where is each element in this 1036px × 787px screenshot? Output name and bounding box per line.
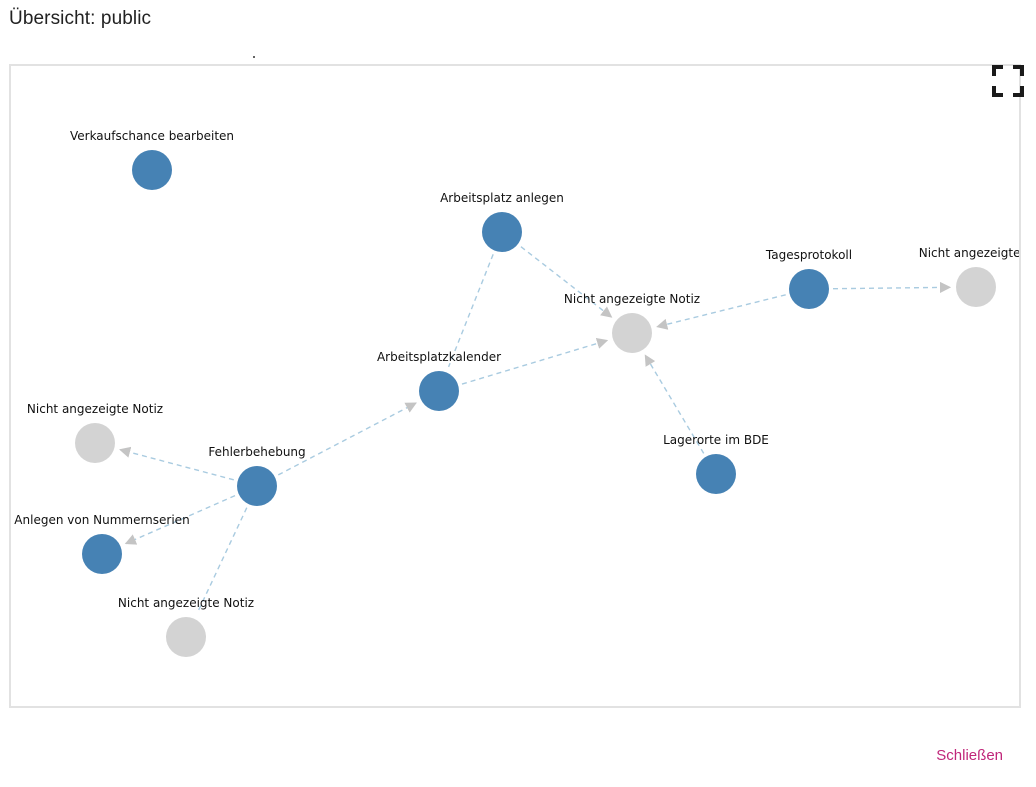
graph-node[interactable]: Nicht angezeigte Notiz (118, 596, 254, 657)
hidden-note-node-circle[interactable] (166, 617, 206, 657)
dialog-title: Übersicht: public (9, 8, 152, 29)
graph-node[interactable]: Tagesprotokoll (765, 248, 852, 309)
note-node-circle[interactable] (132, 150, 172, 190)
graph-node[interactable]: Nicht angezeigte N (919, 246, 1021, 307)
graph-node[interactable]: Arbeitsplatzkalender (377, 350, 501, 411)
graph-edge-n9-n5 (644, 354, 705, 454)
note-node-circle[interactable] (237, 466, 277, 506)
hidden-note-node-circle[interactable] (956, 267, 996, 307)
hidden-note-node-circle[interactable] (75, 423, 115, 463)
graph-edge-n8-n7 (119, 446, 234, 481)
graph-node[interactable]: Fehlerbehebung (208, 445, 306, 506)
note-node-circle[interactable] (789, 269, 829, 309)
note-node-circle[interactable] (82, 534, 122, 574)
graph-edge-n2-n5 (520, 246, 613, 318)
graph-edge-n6-n5 (461, 338, 609, 385)
note-node-circle[interactable] (482, 212, 522, 252)
graph-node[interactable]: Lagerorte im BDE (663, 433, 769, 494)
graph-node[interactable]: Anlegen von Nummernserien (14, 513, 190, 574)
graph-node-label: Nicht angezeigte Notiz (118, 596, 254, 610)
fullscreen-icon (992, 65, 1024, 97)
edges-layer (119, 246, 952, 614)
close-button[interactable]: Schließen (936, 747, 1003, 764)
hidden-note-node-circle[interactable] (612, 313, 652, 353)
note-node-circle[interactable] (696, 454, 736, 494)
note-node-circle[interactable] (419, 371, 459, 411)
graph-node[interactable]: Nicht angezeigte Notiz (564, 292, 700, 353)
graph-node-label: Nicht angezeigte Notiz (564, 292, 700, 306)
graph-node[interactable]: Nicht angezeigte Notiz (27, 402, 163, 463)
graph-node-label: Nicht angezeigte Notiz (27, 402, 163, 416)
graph-node-label: Fehlerbehebung (208, 445, 305, 459)
graph-node-label: Tagesprotokoll (765, 248, 852, 262)
nodes-layer: Verkaufschance bearbeiten Arbeitsplatz an… (14, 129, 1021, 657)
graph-edge-n8-n6 (277, 402, 417, 476)
graph-node[interactable]: Arbeitsplatz anlegen (440, 191, 564, 252)
graph-node-label: Lagerorte im BDE (663, 433, 769, 447)
fullscreen-button[interactable] (991, 64, 1025, 98)
graph-edge-n8-n11 (196, 507, 248, 614)
divider-dot (253, 56, 255, 58)
graph-svg[interactable]: Verkaufschance bearbeiten Arbeitsplatz an… (9, 64, 1021, 708)
graph-edge-n3-n5 (656, 294, 786, 330)
graph-edge-n2-n6 (447, 254, 494, 368)
graph-edge-n3-n4 (832, 281, 952, 294)
graph-node-label: Arbeitsplatz anlegen (440, 191, 564, 205)
graph-node-label: Anlegen von Nummernserien (14, 513, 189, 527)
graph-canvas[interactable]: Verkaufschance bearbeiten Arbeitsplatz an… (9, 64, 1021, 708)
graph-node-label: Verkaufschance bearbeiten (70, 129, 234, 143)
graph-node-label: Arbeitsplatzkalender (377, 350, 501, 364)
graph-node-label: Nicht angezeigte N (919, 246, 1021, 260)
graph-edge-n8-n10 (124, 495, 236, 545)
graph-node[interactable]: Verkaufschance bearbeiten (70, 129, 234, 190)
